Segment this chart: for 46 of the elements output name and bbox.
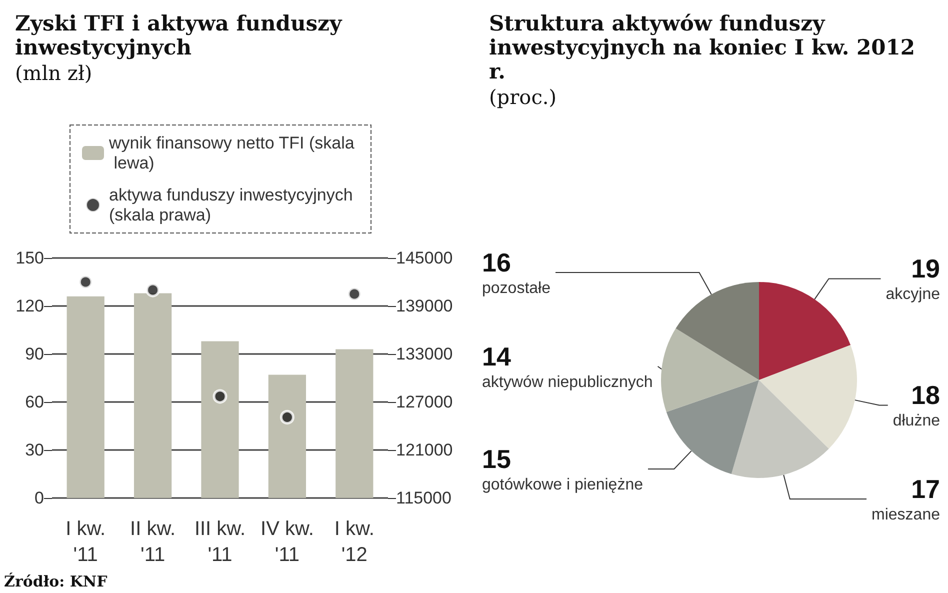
chart-subtitle: (proc.) [489, 85, 557, 109]
y-tick-label: 120 [16, 296, 44, 316]
x-tick-label: II kw. '11 [130, 518, 176, 566]
x-tick-label: I kw. '11 [66, 518, 106, 566]
data-label: 14 [482, 341, 512, 372]
bar [336, 349, 374, 498]
slice-label: aktywów niepublicznych [482, 374, 653, 391]
x-tick-label: I kw. '12 [334, 518, 374, 566]
bar [201, 341, 239, 498]
legend-label: aktywa funduszy inwestycyjnych (skala prawa) [109, 186, 358, 224]
data-label: 19 [911, 254, 940, 284]
x-tick-label: III kw. '11 [194, 518, 246, 566]
y2-tick-label: 115000 [396, 488, 452, 508]
slice-label: mieszane [872, 506, 940, 524]
chart-subtitle: (mln zł) [15, 61, 92, 85]
y-tick-label: 0 [34, 488, 44, 508]
data-label: 15 [482, 444, 511, 474]
data-label: 16 [482, 248, 511, 278]
point [347, 286, 362, 302]
bar [134, 293, 172, 498]
text: Źródło: KNF [4, 572, 108, 590]
bar [66, 296, 104, 498]
y-tick-label: 30 [25, 440, 44, 460]
point [280, 410, 294, 424]
y-tick-label: 150 [16, 248, 44, 268]
chart-title: Struktura aktywów funduszy inwestycyjnych na koniec I kw. 2012 r. [489, 10, 922, 84]
slice-label: dłużne [892, 412, 940, 430]
slice-label: pozostałe [482, 280, 551, 298]
y-tick-label: 60 [25, 392, 44, 412]
chart-title: Zyski TFI i aktywa funduszy inwestycyjnych [15, 10, 349, 60]
data-label: 18 [911, 380, 940, 410]
y2-tick-label: 127000 [396, 392, 453, 412]
y-tick-label: 90 [25, 344, 44, 364]
legend-label: wynik finansowy netto TFI (skala lewa) [108, 134, 355, 172]
slice-label: akcyjne [886, 286, 940, 304]
point [78, 274, 93, 290]
point [146, 282, 160, 298]
x-tick-label: IV kw. '11 [260, 518, 314, 566]
y2-tick-label: 139000 [396, 296, 453, 316]
bar [268, 374, 306, 498]
slice-label: gotówkowe i pieniężne [482, 476, 644, 494]
point [212, 389, 228, 404]
y2-tick-label: 145000 [396, 248, 453, 268]
y2-tick-label: 121000 [396, 440, 453, 460]
data-label: 17 [911, 474, 940, 504]
y2-tick-label: 133000 [396, 344, 453, 364]
